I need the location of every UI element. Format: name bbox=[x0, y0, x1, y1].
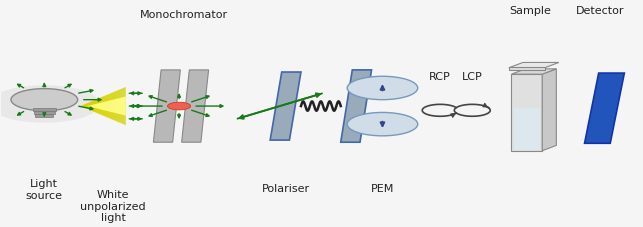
Polygon shape bbox=[81, 101, 94, 112]
Circle shape bbox=[0, 86, 99, 123]
Polygon shape bbox=[81, 92, 116, 122]
Circle shape bbox=[347, 113, 418, 136]
Text: RCP: RCP bbox=[430, 71, 451, 81]
Polygon shape bbox=[81, 94, 110, 119]
Text: LCP: LCP bbox=[462, 71, 483, 81]
FancyBboxPatch shape bbox=[514, 108, 539, 150]
Polygon shape bbox=[341, 71, 372, 143]
Polygon shape bbox=[511, 69, 556, 75]
Text: Polariser: Polariser bbox=[262, 183, 311, 193]
Polygon shape bbox=[81, 93, 113, 120]
Circle shape bbox=[11, 89, 78, 111]
Text: Sample: Sample bbox=[509, 5, 551, 15]
Polygon shape bbox=[87, 97, 126, 116]
Circle shape bbox=[168, 103, 190, 110]
Text: Monochromator: Monochromator bbox=[140, 10, 228, 20]
Text: PEM: PEM bbox=[371, 183, 394, 193]
Polygon shape bbox=[81, 88, 126, 126]
Polygon shape bbox=[81, 99, 100, 115]
Polygon shape bbox=[81, 100, 97, 114]
Polygon shape bbox=[81, 103, 91, 111]
Polygon shape bbox=[509, 63, 559, 69]
Polygon shape bbox=[81, 104, 87, 109]
Polygon shape bbox=[181, 71, 208, 143]
Polygon shape bbox=[584, 74, 624, 144]
Circle shape bbox=[347, 77, 418, 100]
Polygon shape bbox=[81, 96, 107, 118]
FancyBboxPatch shape bbox=[509, 68, 545, 71]
Polygon shape bbox=[81, 90, 120, 123]
FancyBboxPatch shape bbox=[511, 75, 542, 151]
Polygon shape bbox=[154, 71, 180, 143]
Text: Detector: Detector bbox=[576, 5, 625, 15]
Text: White
unpolarized
light: White unpolarized light bbox=[80, 189, 146, 222]
Bar bbox=[33, 108, 56, 112]
Polygon shape bbox=[81, 97, 104, 116]
Polygon shape bbox=[81, 88, 126, 126]
Polygon shape bbox=[542, 69, 556, 151]
Polygon shape bbox=[270, 73, 301, 141]
Text: Light
source: Light source bbox=[26, 179, 63, 200]
Bar bbox=[35, 115, 53, 117]
Bar bbox=[34, 112, 55, 115]
Polygon shape bbox=[81, 89, 123, 124]
Polygon shape bbox=[81, 105, 84, 108]
